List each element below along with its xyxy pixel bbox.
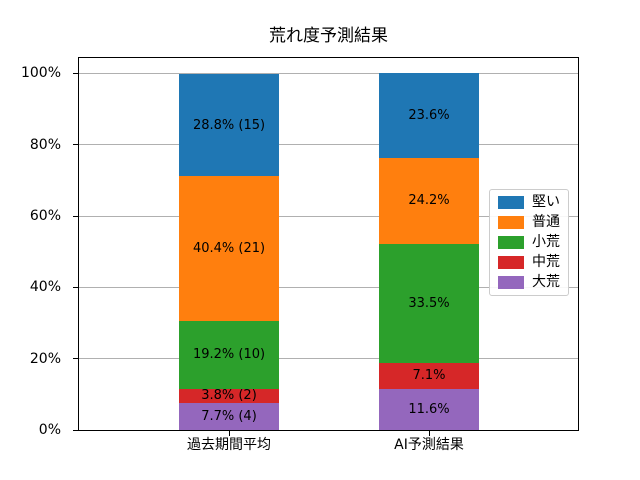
bar-segment-普通: 40.4% (21) <box>179 176 279 321</box>
y-tick-mark <box>73 429 78 431</box>
bar-segment-普通: 24.2% <box>379 157 479 244</box>
y-tick-label: 100% <box>20 65 61 82</box>
y-tick-mark <box>73 215 78 217</box>
legend-swatch <box>498 196 524 209</box>
x-tick-mark <box>429 431 430 436</box>
y-tick-mark <box>73 358 78 360</box>
y-tick-label: 80% <box>29 136 61 153</box>
x-tick-mark <box>229 431 230 436</box>
legend-label: 大荒 <box>532 274 560 290</box>
legend: 堅い普通小荒中荒大荒 <box>489 189 569 296</box>
y-tick-label: 40% <box>29 279 61 296</box>
y-axis-tick-labels: 0% 20% 40% 60% 80% 100% <box>0 58 71 437</box>
segment-label: 3.8% (2) <box>201 388 257 404</box>
segment-label: 7.7% (4) <box>201 408 257 424</box>
bar-segment-中荒: 7.1% <box>379 363 479 389</box>
stacked-bar-1: 7.7% (4) 3.8% (2) 19.2% (10) 40.4% (21) 28.8… <box>179 58 279 430</box>
segment-label: 40.4% (21) <box>192 240 266 256</box>
bar-segment-大荒: 11.6% <box>379 388 479 430</box>
segment-label: 7.1% <box>412 368 446 384</box>
segment-label: 23.6% <box>408 107 450 123</box>
x-axis-tick-labels: 過去期間平均 AI予測結果 <box>0 437 640 457</box>
gridline <box>79 286 578 288</box>
legend-swatch <box>498 236 524 249</box>
legend-entry-小荒: 小荒 <box>498 234 560 250</box>
y-tick-mark <box>73 144 78 146</box>
segment-label: 33.5% <box>408 296 450 312</box>
segment-label: 11.6% <box>408 401 450 417</box>
segment-label: 28.8% (15) <box>192 117 266 133</box>
legend-label: 堅い <box>532 194 560 210</box>
x-tick-label: AI予測結果 <box>394 437 464 453</box>
bar-segment-小荒: 33.5% <box>379 243 479 364</box>
chart-title: 荒れ度予測結果 <box>269 26 388 46</box>
bar-segment-中荒: 3.8% (2) <box>179 389 279 403</box>
y-tick-label: 60% <box>29 208 61 225</box>
segment-label: 19.2% (10) <box>192 347 266 363</box>
x-tick-label: 過去期間平均 <box>187 437 271 453</box>
gridline <box>79 144 578 146</box>
y-tick-label: 20% <box>29 350 61 367</box>
gridline <box>79 215 578 217</box>
legend-entry-堅い: 堅い <box>498 194 560 210</box>
y-tick-label: 0% <box>38 422 61 438</box>
segment-label: 24.2% <box>408 193 450 209</box>
legend-entry-大荒: 大荒 <box>498 274 560 290</box>
stacked-bar-2: 11.6% 7.1% 33.5% 24.2% 23.6% <box>379 58 479 430</box>
legend-swatch <box>498 276 524 289</box>
gridline <box>79 358 578 360</box>
bar-segment-堅い: 23.6% <box>379 73 479 158</box>
bar-segment-小荒: 19.2% (10) <box>179 320 279 389</box>
y-tick-mark <box>73 72 78 74</box>
legend-label: 普通 <box>532 214 560 230</box>
legend-entry-中荒: 中荒 <box>498 254 560 270</box>
bar-segment-堅い: 28.8% (15) <box>179 73 279 177</box>
legend-label: 中荒 <box>532 254 560 270</box>
plot-inner: 7.7% (4) 3.8% (2) 19.2% (10) 40.4% (21) 28.8… <box>73 58 578 436</box>
legend-swatch <box>498 256 524 269</box>
legend-swatch <box>498 216 524 229</box>
gridline <box>79 72 578 74</box>
legend-label: 小荒 <box>532 234 560 250</box>
bar-segment-大荒: 7.7% (4) <box>179 402 279 430</box>
y-tick-mark <box>73 286 78 288</box>
legend-entry-普通: 普通 <box>498 214 560 230</box>
